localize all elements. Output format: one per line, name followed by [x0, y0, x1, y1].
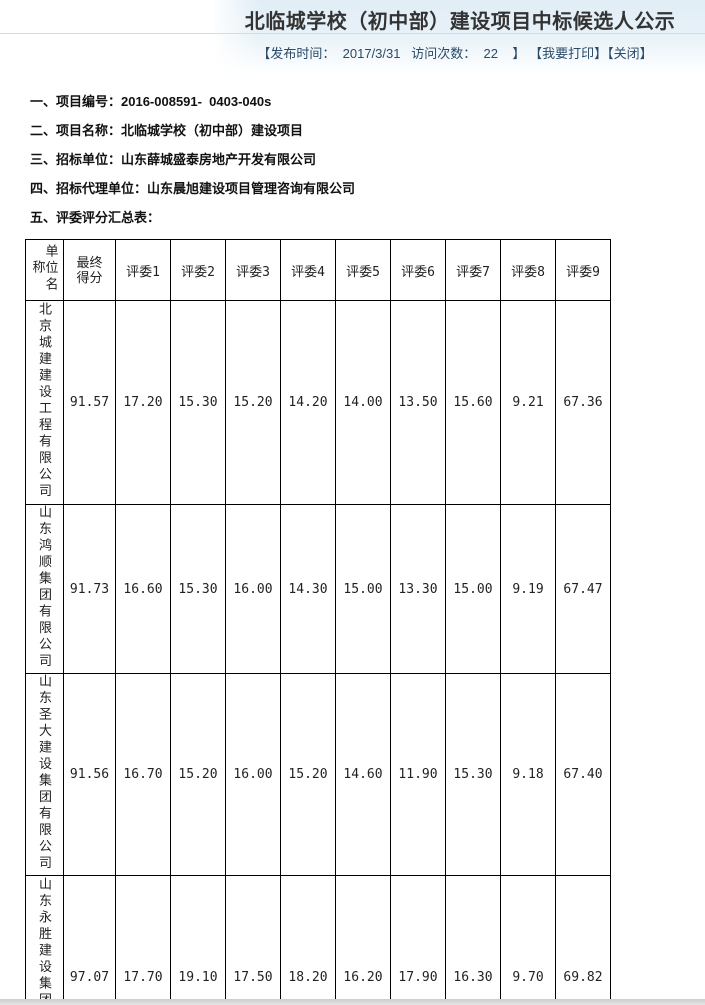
company-name-cell: 山东圣大建设集团有限公司 [25, 673, 64, 876]
company-name-cell: 山东永胜建设集团有限公司 [25, 875, 64, 1005]
col-header-final-score: 最终得分 [63, 239, 116, 301]
score-cell: 15.30 [170, 300, 226, 505]
header-band [215, 0, 705, 76]
score-cell: 13.30 [390, 504, 446, 674]
score-cell: 9.19 [500, 504, 556, 674]
col-header-judge7: 评委7 [445, 239, 501, 301]
score-cell: 14.60 [335, 673, 391, 876]
score-cell: 16.00 [225, 504, 281, 674]
score-cell: 17.20 [115, 300, 171, 505]
score-table: 单位名称 最终得分 评委1 评委2 评委3 评委4 评委5 评委6 评委7 评委… [25, 239, 611, 1005]
col-header-company: 单位名称 [25, 239, 64, 301]
score-cell: 15.30 [445, 673, 501, 876]
meta-line: 【发布时间： 2017/3/31 访问次数： 22 】 【我要打印】【关闭】 [205, 43, 705, 62]
score-cell: 15.60 [445, 300, 501, 505]
score-cell: 67.47 [555, 504, 611, 674]
info-line-project-name: 二、项目名称：北临城学校（初中部）建设项目 [30, 123, 304, 138]
score-cell: 15.20 [225, 300, 281, 505]
score-cell: 15.30 [170, 504, 226, 674]
page-title: 北临城学校（初中部）建设项目中标候选人公示 [244, 11, 676, 33]
score-cell: 11.90 [390, 673, 446, 876]
final-score-cell: 91.73 [63, 504, 116, 674]
score-cell: 17.70 [115, 875, 171, 1005]
score-cell: 16.70 [115, 673, 171, 876]
horizontal-scrollbar[interactable] [0, 999, 705, 1005]
score-cell: 19.10 [170, 875, 226, 1005]
header-row: 单位名称 最终得分 评委1 评委2 评委3 评委4 评委5 评委6 评委7 评委… [25, 239, 611, 301]
info-line-tender-unit: 三、招标单位：山东薛城盛泰房地产开发有限公司 [30, 152, 317, 167]
header-divider [0, 33, 705, 34]
publish-info: 【发布时间： 2017/3/31 访问次数： 22 】 [257, 46, 526, 61]
score-cell: 14.20 [280, 300, 336, 505]
close-link[interactable]: 【关闭】 [607, 46, 653, 61]
info-list: 一、项目编号：2016-008591- 0403-040s 二、项目名称：北临城… [30, 94, 705, 225]
col-header-judge8: 评委8 [500, 239, 556, 301]
col-header-judge2: 评委2 [170, 239, 226, 301]
col-header-judge3: 评委3 [225, 239, 281, 301]
score-cell: 15.00 [335, 504, 391, 674]
col-header-judge9: 评委9 [555, 239, 611, 301]
col-header-judge4: 评委4 [280, 239, 336, 301]
score-cell: 15.20 [170, 673, 226, 876]
score-cell: 9.21 [500, 300, 556, 505]
score-cell: 15.20 [280, 673, 336, 876]
score-cell: 14.30 [280, 504, 336, 674]
score-cell: 67.36 [555, 300, 611, 505]
print-link[interactable]: 【我要打印】 [529, 46, 608, 61]
company-name-cell: 山东鸿顺集团有限公司 [25, 504, 64, 674]
score-cell: 16.30 [445, 875, 501, 1005]
col-header-judge1: 评委1 [115, 239, 171, 301]
info-line-score-table-caption: 五、评委评分汇总表： [30, 210, 161, 225]
score-cell: 17.50 [225, 875, 281, 1005]
score-cell: 9.70 [500, 875, 556, 1005]
score-cell: 14.00 [335, 300, 391, 505]
final-score-cell: 91.57 [63, 300, 116, 505]
company-name-cell: 北京城建建设工程有限公司 [25, 300, 64, 505]
final-score-cell: 91.56 [63, 673, 116, 876]
info-line-project-number: 一、项目编号：2016-008591- 0403-040s [30, 94, 272, 109]
score-cell: 9.18 [500, 673, 556, 876]
score-cell: 16.60 [115, 504, 171, 674]
info-line-agency-unit: 四、招标代理单位：山东晨旭建设项目管理咨询有限公司 [30, 181, 356, 196]
score-cell: 18.20 [280, 875, 336, 1005]
score-cell: 13.50 [390, 300, 446, 505]
col-header-judge5: 评委5 [335, 239, 391, 301]
table-row: 山东圣大建设集团有限公司 91.56 16.70 15.20 16.00 15.… [25, 673, 611, 876]
score-cell: 69.82 [555, 875, 611, 1005]
final-score-cell: 97.07 [63, 875, 116, 1005]
score-cell: 15.00 [445, 504, 501, 674]
page-header: 北临城学校（初中部）建设项目中标候选人公示 【发布时间： 2017/3/31 访… [0, 0, 705, 78]
score-cell: 17.90 [390, 875, 446, 1005]
score-cell: 16.00 [225, 673, 281, 876]
score-cell: 16.20 [335, 875, 391, 1005]
table-row: 山东永胜建设集团有限公司 97.07 17.70 19.10 17.50 18.… [25, 875, 611, 1005]
table-row: 北京城建建设工程有限公司 91.57 17.20 15.30 15.20 14.… [25, 300, 611, 505]
table-row: 山东鸿顺集团有限公司 91.73 16.60 15.30 16.00 14.30… [25, 504, 611, 674]
score-cell: 67.40 [555, 673, 611, 876]
col-header-judge6: 评委6 [390, 239, 446, 301]
